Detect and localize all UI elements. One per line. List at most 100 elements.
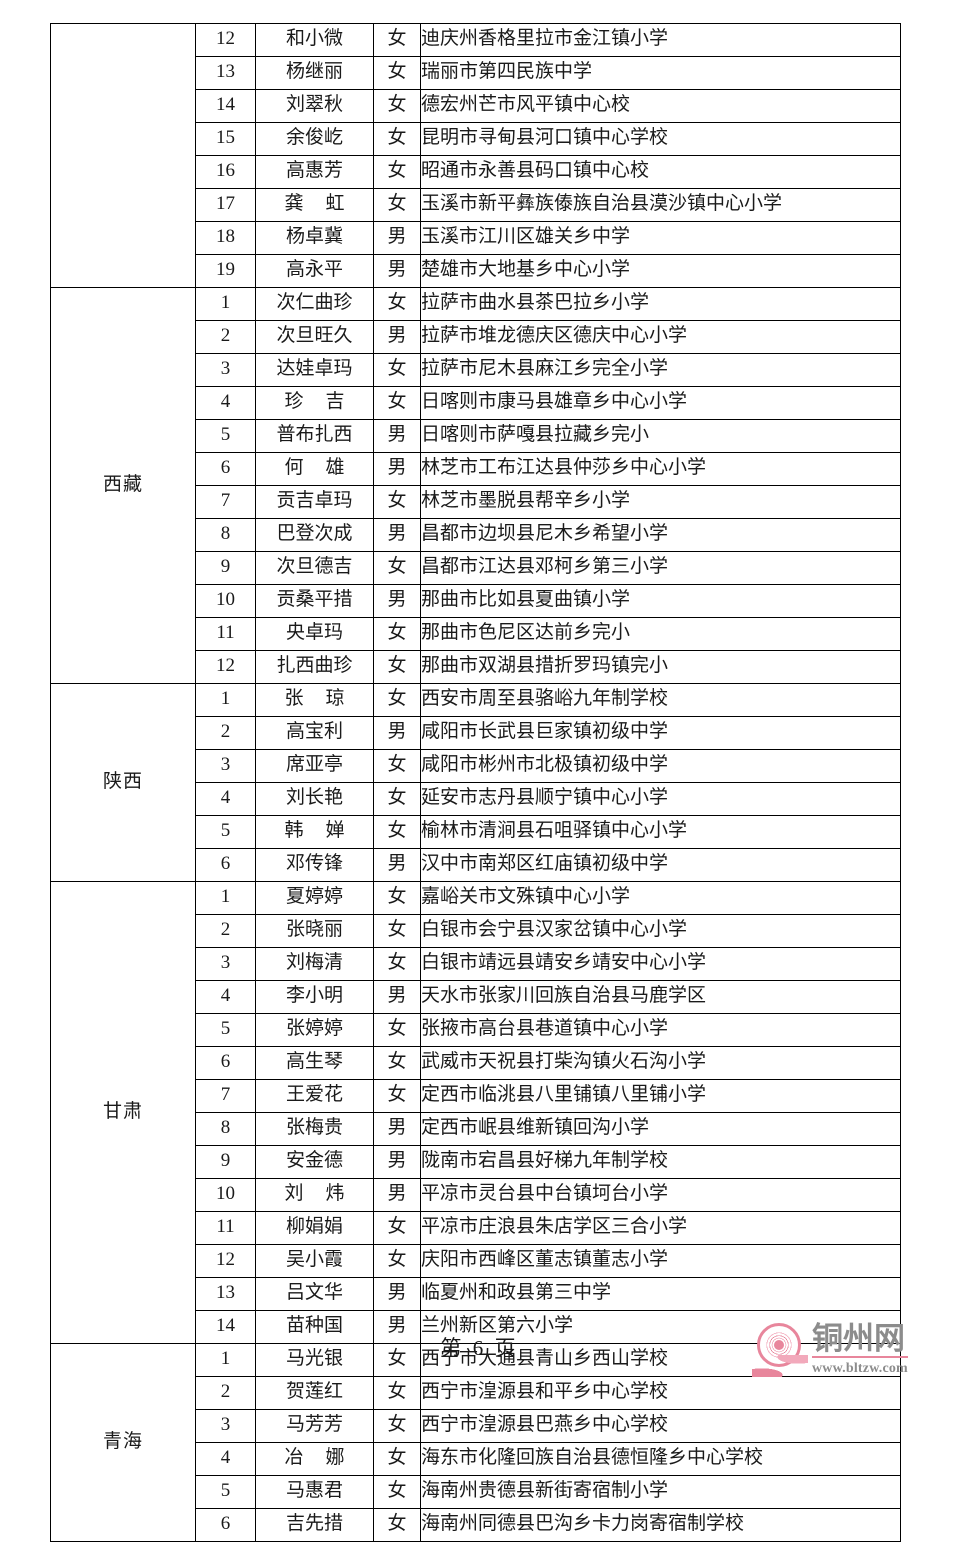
row-index-cell: 1	[195, 683, 256, 717]
table-row: 12 扎西曲珍女那曲市双湖县措折罗玛镇完小	[51, 650, 901, 684]
person-name-cell: 次仁曲珍	[255, 287, 374, 321]
school-name-cell: 拉萨市曲水县茶巴拉乡小学	[420, 287, 901, 321]
person-name-cell: 次旦旺久	[255, 320, 374, 354]
school-name-cell: 昆明市寻甸县河口镇中心学校	[420, 122, 901, 156]
watermark-text: 铜州网 www.bltzw.com	[812, 1322, 908, 1377]
person-name-cell: 次旦德吉	[255, 551, 374, 585]
gender-cell: 女	[373, 89, 421, 123]
gender-cell: 男	[373, 1277, 421, 1311]
school-name-cell: 楚雄市大地基乡中心小学	[420, 254, 901, 288]
school-name-cell: 西安市周至县骆峪九年制学校	[420, 683, 901, 717]
gender-cell: 男	[373, 419, 421, 453]
gender-cell: 女	[373, 1409, 421, 1443]
row-index-cell: 2	[195, 914, 256, 948]
school-name-cell: 林芝市墨脱县帮辛乡小学	[420, 485, 901, 519]
gender-cell: 女	[373, 287, 421, 321]
person-name-cell: 贺莲红	[255, 1376, 374, 1410]
school-name-cell: 临夏州和政县第三中学	[420, 1277, 901, 1311]
person-name-cell: 张琼	[255, 683, 374, 717]
school-name-cell: 拉萨市堆龙德庆区德庆中心小学	[420, 320, 901, 354]
row-index-cell: 4	[195, 386, 256, 420]
table-row: 3 达娃卓玛女拉萨市尼木县麻江乡完全小学	[51, 353, 901, 387]
roster-table-body: 12 和小微女迪庆州香格里拉市金江镇小学 13 杨继丽女瑞丽市第四民族中学 14 刘翠秋女…	[50, 23, 901, 1542]
person-name-cell: 何雄	[255, 452, 374, 486]
school-name-cell: 那曲市双湖县措折罗玛镇完小	[420, 650, 901, 684]
person-name-cell: 李小明	[255, 980, 374, 1014]
row-index-cell: 4	[195, 1442, 256, 1476]
province-cell: 甘肃	[50, 881, 196, 1344]
person-name-cell: 吉先措	[255, 1508, 374, 1542]
row-index-cell: 2	[195, 1376, 256, 1410]
person-name-cell: 吕文华	[255, 1277, 374, 1311]
row-index-cell: 2	[195, 320, 256, 354]
row-index-cell: 6	[195, 452, 256, 486]
person-name-cell: 韩婵	[255, 815, 374, 849]
school-name-cell: 咸阳市彬州市北极镇初级中学	[420, 749, 901, 783]
person-name-cell: 马芳芳	[255, 1409, 374, 1443]
province-cell: 青海	[50, 1343, 196, 1542]
document-page: 12 和小微女迪庆州香格里拉市金江镇小学 13 杨继丽女瑞丽市第四民族中学 14 刘翠秋女…	[50, 23, 952, 1542]
gender-cell: 女	[373, 617, 421, 651]
person-name-cell: 苗种国	[255, 1310, 374, 1344]
table-row: 5 普布扎西男日喀则市萨嘎县拉藏乡完小	[51, 419, 901, 453]
person-name-cell: 贡吉卓玛	[255, 485, 374, 519]
school-name-cell: 海南州贵德县新街寄宿制小学	[420, 1475, 901, 1509]
table-row: 5 张婷婷女张掖市高台县巷道镇中心小学	[51, 1013, 901, 1047]
gender-cell: 男	[373, 716, 421, 750]
row-index-cell: 4	[195, 980, 256, 1014]
person-name-cell: 刘翠秋	[255, 89, 374, 123]
school-name-cell: 那曲市比如县夏曲镇小学	[420, 584, 901, 618]
row-index-cell: 7	[195, 1079, 256, 1113]
table-row: 2 张晓丽女白银市会宁县汉家岔镇中心小学	[51, 914, 901, 948]
site-watermark: 铜州网 www.bltzw.com	[752, 1322, 952, 1384]
row-index-cell: 11	[195, 617, 256, 651]
row-index-cell: 19	[195, 254, 256, 288]
table-row: 16 高惠芳女昭通市永善县码口镇中心校	[51, 155, 901, 189]
person-name-cell: 高宝利	[255, 716, 374, 750]
school-name-cell: 迪庆州香格里拉市金江镇小学	[420, 23, 901, 57]
gender-cell: 女	[373, 815, 421, 849]
gender-cell: 女	[373, 947, 421, 981]
table-row: 12 吴小霞女庆阳市西峰区董志镇董志小学	[51, 1244, 901, 1278]
row-index-cell: 13	[195, 56, 256, 90]
row-index-cell: 11	[195, 1211, 256, 1245]
table-row: 11 柳娟娟女平凉市庄浪县朱店学区三合小学	[51, 1211, 901, 1245]
row-index-cell: 1	[195, 881, 256, 915]
person-name-cell: 张梅贵	[255, 1112, 374, 1146]
school-name-cell: 庆阳市西峰区董志镇董志小学	[420, 1244, 901, 1278]
gender-cell: 女	[373, 386, 421, 420]
table-row: 6 何雄男林芝市工布江达县仲莎乡中心小学	[51, 452, 901, 486]
school-name-cell: 延安市志丹县顺宁镇中心小学	[420, 782, 901, 816]
school-name-cell: 榆林市清涧县石咀驿镇中心小学	[420, 815, 901, 849]
person-name-cell: 邓传锋	[255, 848, 374, 882]
row-index-cell: 17	[195, 188, 256, 222]
person-name-cell: 马光银	[255, 1343, 374, 1377]
table-row: 7 贡吉卓玛女林芝市墨脱县帮辛乡小学	[51, 485, 901, 519]
table-row: 14 苗种国男兰州新区第六小学	[51, 1310, 901, 1344]
table-row: 5 韩婵女榆林市清涧县石咀驿镇中心小学	[51, 815, 901, 849]
gender-cell: 女	[373, 1013, 421, 1047]
school-name-cell: 昭通市永善县码口镇中心校	[420, 155, 901, 189]
school-name-cell: 林芝市工布江达县仲莎乡中心小学	[420, 452, 901, 486]
province-cell	[50, 23, 196, 288]
gender-cell: 女	[373, 485, 421, 519]
person-name-cell: 柳娟娟	[255, 1211, 374, 1245]
person-name-cell: 冶娜	[255, 1442, 374, 1476]
row-index-cell: 3	[195, 1409, 256, 1443]
row-index-cell: 8	[195, 1112, 256, 1146]
row-index-cell: 5	[195, 1475, 256, 1509]
watermark-logo-icon	[752, 1322, 808, 1378]
gender-cell: 女	[373, 1475, 421, 1509]
row-index-cell: 1	[195, 1343, 256, 1377]
row-index-cell: 5	[195, 419, 256, 453]
person-name-cell: 王爱花	[255, 1079, 374, 1113]
person-name-cell: 夏婷婷	[255, 881, 374, 915]
gender-cell: 男	[373, 1310, 421, 1344]
row-index-cell: 12	[195, 650, 256, 684]
person-name-cell: 席亚亭	[255, 749, 374, 783]
table-row: 18 杨卓冀男玉溪市江川区雄关乡中学	[51, 221, 901, 255]
school-name-cell: 平凉市灵台县中台镇坷台小学	[420, 1178, 901, 1212]
person-name-cell: 张晓丽	[255, 914, 374, 948]
person-name-cell: 巴登次成	[255, 518, 374, 552]
row-index-cell: 6	[195, 1046, 256, 1080]
